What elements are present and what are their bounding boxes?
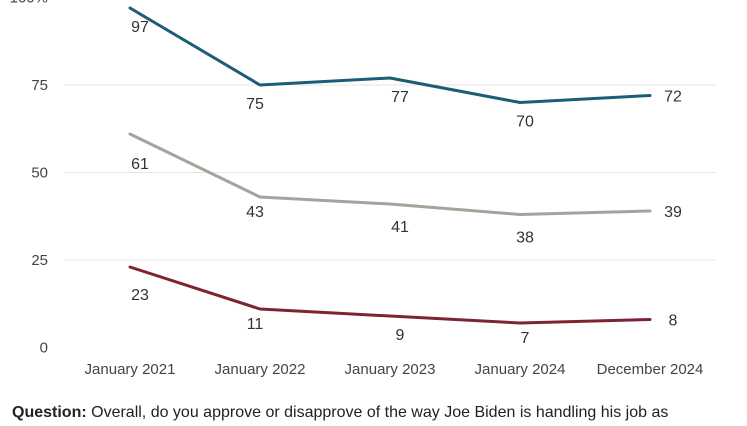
data-label: 39 <box>664 204 682 221</box>
data-label: 7 <box>521 330 530 347</box>
question-text: Overall, do you approve or disapprove of… <box>86 404 669 421</box>
data-label: 72 <box>664 89 682 106</box>
data-label: 43 <box>246 204 264 221</box>
data-label: 61 <box>131 156 149 173</box>
data-label: 23 <box>131 287 149 304</box>
y-tick-label: 100% <box>10 0 48 7</box>
y-tick-label: 50 <box>31 165 48 182</box>
data-label: 11 <box>247 316 264 333</box>
data-label: 97 <box>131 19 149 36</box>
data-label: 70 <box>516 114 534 131</box>
gridlines <box>64 84 716 261</box>
data-label: 8 <box>669 313 678 330</box>
series-line <box>128 132 652 216</box>
question-label: Question: <box>12 404 87 421</box>
data-label: 75 <box>246 96 264 113</box>
data-label: 41 <box>391 219 409 236</box>
series-line <box>128 6 652 104</box>
y-tick-label: 75 <box>31 77 48 94</box>
x-tick-label: January 2022 <box>215 361 306 378</box>
data-label: 9 <box>396 327 405 344</box>
data-label: 38 <box>516 230 534 247</box>
y-axis: 0 25 50 75 100% <box>10 0 48 357</box>
question-footnote: Question: Overall, do you approve or dis… <box>12 404 742 422</box>
y-tick-label: 25 <box>31 252 48 269</box>
x-tick-label: January 2021 <box>85 361 176 378</box>
y-tick-label: 0 <box>40 340 48 357</box>
series-line <box>128 265 652 325</box>
x-tick-label: December 2024 <box>597 361 704 378</box>
x-tick-label: January 2024 <box>475 361 566 378</box>
series-lines <box>128 6 652 325</box>
x-axis: January 2021 January 2022 January 2023 Janu… <box>85 361 704 378</box>
data-label: 77 <box>391 89 409 106</box>
x-tick-label: January 2023 <box>345 361 436 378</box>
